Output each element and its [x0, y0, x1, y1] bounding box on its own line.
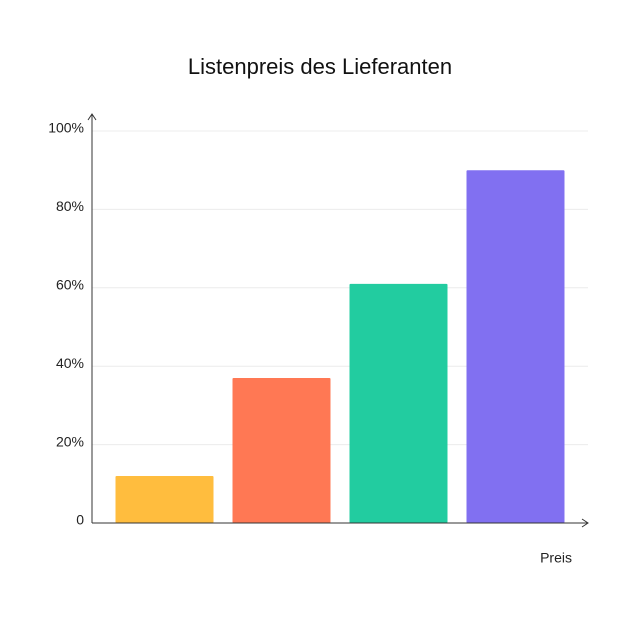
- axes: [87, 113, 589, 528]
- bar: [349, 283, 448, 523]
- y-tick-label: 20%: [56, 433, 84, 449]
- y-tick-label: 40%: [56, 355, 84, 371]
- bar: [466, 170, 565, 523]
- bar: [232, 377, 331, 523]
- grid: 0 20% 40% 60% 80% 100%: [48, 120, 588, 528]
- y-tick-label: 80%: [56, 198, 84, 214]
- x-axis-label: Preis: [540, 550, 572, 566]
- y-tick-label: 100%: [48, 120, 84, 136]
- y-axis: [87, 113, 97, 523]
- chart-title: Listenpreis des Lieferanten: [188, 54, 452, 79]
- y-tick-label: 60%: [56, 277, 84, 293]
- x-axis: [92, 518, 589, 528]
- bar: [115, 475, 214, 523]
- y-tick-label: 0: [76, 512, 84, 528]
- bars: [115, 170, 565, 523]
